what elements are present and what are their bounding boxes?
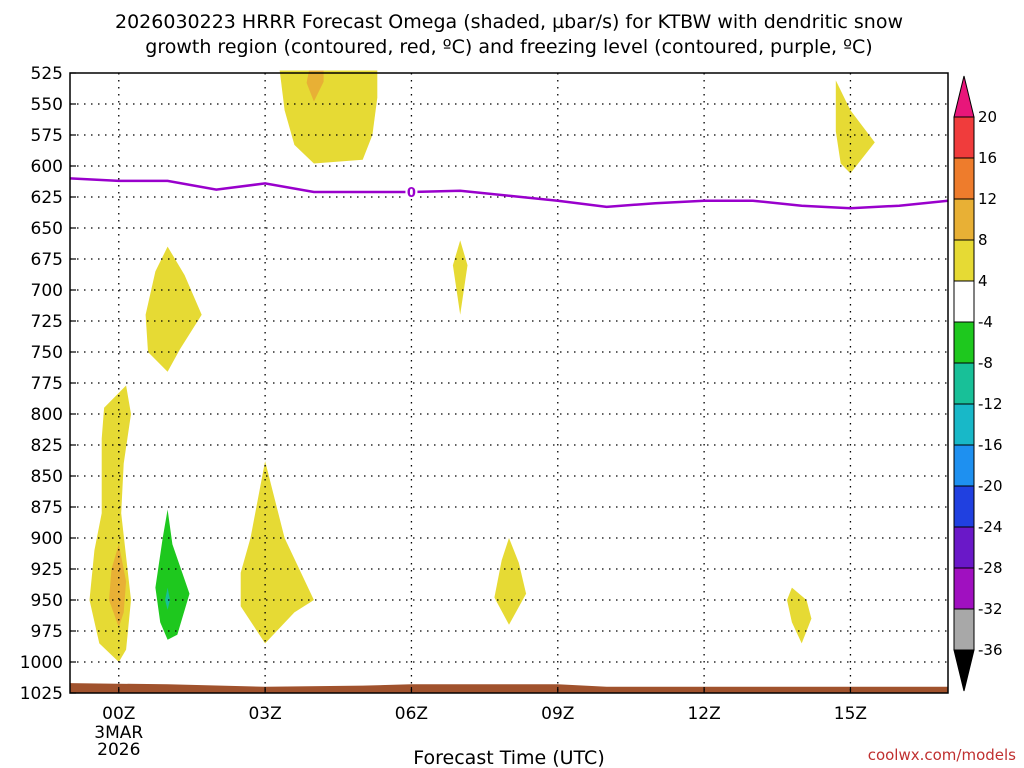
- colorbar-label: -36: [978, 641, 1003, 659]
- colorbar-box: [953, 239, 975, 282]
- colorbar-box: [953, 485, 975, 528]
- colorbar-label: -4: [978, 313, 993, 331]
- y-tick-label: 925: [31, 560, 63, 580]
- y-tick-label: 975: [31, 622, 63, 642]
- y-tick-label: 900: [31, 529, 63, 549]
- omega-region-6: [109, 544, 127, 628]
- y-tick-label: 850: [31, 467, 63, 487]
- colorbar-box: [953, 444, 975, 487]
- colorbar-box: [953, 116, 975, 159]
- colorbar: 20 16 12 8 4 -4 -8 -12 -16 -20 -24 -28 -32 -36: [953, 75, 1003, 692]
- y-tick-label: 800: [31, 405, 63, 425]
- x-tick-label: 09Z: [541, 704, 574, 724]
- colorbar-box: [953, 526, 975, 569]
- omega-region-4: [452, 240, 468, 315]
- colorbar-box: [953, 362, 975, 405]
- x-tick-label: 15Z: [834, 704, 867, 724]
- colorbar-label: -20: [978, 477, 1003, 495]
- freezing-level-label: 0: [407, 186, 416, 201]
- freezing-level-line: [69, 177, 949, 210]
- freezing-level-label-bg: [405, 184, 418, 200]
- colorbar-label: -8: [978, 354, 993, 372]
- freezing-level-contour: 0: [69, 177, 949, 210]
- y-tick-label: 600: [31, 157, 63, 177]
- omega-region-3: [145, 246, 202, 372]
- y-tick-label: 725: [31, 312, 63, 332]
- colorbar-label: -12: [978, 395, 1003, 413]
- x-tick-label: 06Z: [395, 704, 428, 724]
- colorbar-box: [953, 321, 975, 364]
- colorbar-label: -24: [978, 518, 1003, 536]
- y-tick-label: 775: [31, 374, 63, 394]
- y-tick-label: 950: [31, 591, 63, 611]
- x-tick-label: 12Z: [687, 704, 720, 724]
- y-tick-label: 675: [31, 250, 63, 270]
- omega-region-0: [279, 70, 378, 164]
- y-axis: 525 550 575 600 625 650 675 700 725 750 775 800 825 8…: [20, 64, 76, 704]
- omega-region-1: [306, 70, 324, 102]
- y-tick-label: 550: [31, 95, 63, 115]
- x-tick-label: 00Z: [102, 704, 135, 724]
- colorbar-box: [953, 280, 975, 323]
- omega-region-9: [787, 587, 812, 644]
- x-axis-label: Forecast Time (UTC): [413, 747, 604, 768]
- omega-region-11: [165, 587, 170, 610]
- omega-region-2: [835, 80, 875, 174]
- x-tick-year: 2026: [97, 740, 140, 760]
- y-tick-label: 625: [31, 188, 63, 208]
- colorbar-bottom-triangle: [953, 649, 975, 692]
- credit-link[interactable]: coolwx.com/models: [868, 746, 1016, 764]
- y-tick-label: 750: [31, 343, 63, 363]
- y-tick-label: 875: [31, 498, 63, 518]
- omega-shaded-regions: [89, 70, 875, 662]
- omega-region-10: [155, 509, 190, 640]
- colorbar-top-triangle: [953, 75, 975, 118]
- chart-title-line-1: 2026030223 HRRR Forecast Omega (shaded, …: [115, 11, 903, 33]
- colorbar-label: -32: [978, 600, 1003, 618]
- y-tick-label: 525: [31, 64, 63, 84]
- colorbar-label: -28: [978, 559, 1003, 577]
- colorbar-label: 20: [978, 108, 997, 126]
- y-tick-label: 650: [31, 219, 63, 239]
- omega-region-7: [240, 461, 314, 644]
- surface-terrain: [70, 683, 948, 693]
- colorbar-label: 12: [978, 190, 997, 208]
- omega-region-8: [494, 538, 527, 625]
- y-tick-label: 1025: [20, 684, 63, 704]
- colorbar-label: 16: [978, 149, 997, 167]
- x-tick-label: 03Z: [248, 704, 281, 724]
- surface-terrain-fill: [70, 683, 948, 693]
- colorbar-box: [953, 608, 975, 651]
- colorbar-box: [953, 567, 975, 610]
- y-tick-label: 575: [31, 126, 63, 146]
- y-tick-label: 825: [31, 436, 63, 456]
- chart-title-line-2: growth region (contoured, red, ºC) and f…: [145, 36, 872, 58]
- y-tick-label: 700: [31, 281, 63, 301]
- colorbar-label: -16: [978, 436, 1003, 454]
- colorbar-label: 4: [978, 272, 988, 290]
- colorbar-box: [953, 198, 975, 241]
- colorbar-box: [953, 403, 975, 446]
- y-tick-label: 1000: [20, 653, 63, 673]
- colorbar-box: [953, 157, 975, 200]
- omega-region-5: [89, 385, 131, 662]
- colorbar-label: 8: [978, 231, 988, 249]
- x-tick-date: 3MAR: [94, 723, 143, 743]
